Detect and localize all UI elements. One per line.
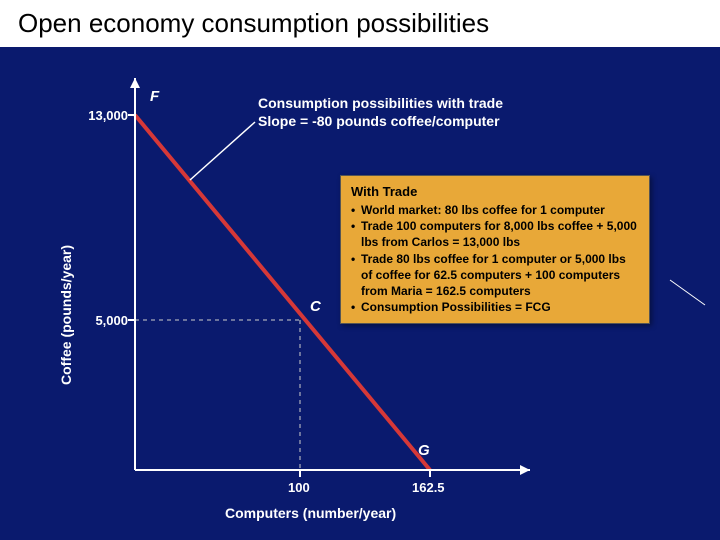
info-box-list: World market: 80 lbs coffee for 1 comput… xyxy=(351,202,639,315)
point-g: G xyxy=(418,442,430,459)
x-tick-label-1625: 162.5 xyxy=(412,480,445,495)
stray-line xyxy=(670,280,705,305)
page-title: Open economy consumption possibilities xyxy=(0,0,720,47)
info-item-2: Trade 100 computers for 8,000 lbs coffee… xyxy=(351,218,639,250)
x-tick-label-100: 100 xyxy=(288,480,310,495)
info-item-3: Trade 80 lbs coffee for 1 computer or 5,… xyxy=(351,251,639,300)
info-item-4: Consumption Possibilities = FCG xyxy=(351,299,639,315)
info-item-1: World market: 80 lbs coffee for 1 comput… xyxy=(351,202,639,218)
callout-line1: Consumption possibilities with trade xyxy=(258,94,503,112)
callout-line2: Slope = -80 pounds coffee/computer xyxy=(258,112,503,130)
y-tick-label-13000: 13,000 xyxy=(88,108,128,123)
x-axis-arrow xyxy=(520,465,530,475)
point-c: C xyxy=(310,298,321,315)
chart-area: Coffee (pounds/year) Computers (number/y… xyxy=(0,50,720,540)
y-axis-arrow xyxy=(130,78,140,88)
point-f: F xyxy=(150,88,159,105)
y-tick-label-5000: 5,000 xyxy=(95,313,128,328)
callout-leader xyxy=(190,122,255,180)
callout-text: Consumption possibilities with trade Slo… xyxy=(258,94,503,130)
x-axis-label: Computers (number/year) xyxy=(225,505,396,521)
info-box: With Trade World market: 80 lbs coffee f… xyxy=(340,175,650,324)
y-axis-label: Coffee (pounds/year) xyxy=(58,245,74,385)
info-box-title: With Trade xyxy=(351,184,639,199)
